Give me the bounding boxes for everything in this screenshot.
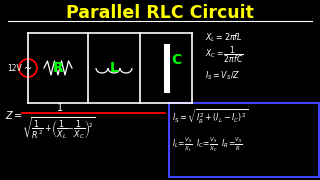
Text: $I_S = \sqrt{I_R^2+(I_L-I_C)^2}$: $I_S = \sqrt{I_R^2+(I_L-I_C)^2}$ [172,108,248,126]
Text: 1: 1 [57,103,63,113]
Text: $\sqrt{\dfrac{1}{R^2}+\!\left(\dfrac{1}{X_L}\!-\!\dfrac{1}{X_C}\right)^{\!2}}$: $\sqrt{\dfrac{1}{R^2}+\!\left(\dfrac{1}{… [22,115,95,141]
Text: $X_L = 2\pi fL$: $X_L = 2\pi fL$ [205,32,243,44]
Text: 12V: 12V [8,64,22,73]
Text: L: L [109,61,118,75]
Text: Parallel RLC Circuit: Parallel RLC Circuit [66,4,254,22]
Text: C: C [171,53,181,67]
Text: $I_S = V_S/Z$: $I_S = V_S/Z$ [205,70,241,82]
Text: $I_L\!=\!\frac{V_S}{X_L}$  $I_C\!=\!\frac{V_S}{X_C}$  $I_R\!=\!\frac{V_S}{R}$: $I_L\!=\!\frac{V_S}{X_L}$ $I_C\!=\!\frac… [172,136,243,154]
Text: ~: ~ [24,64,32,73]
Text: $Z =$: $Z =$ [5,109,23,121]
Text: R: R [52,61,63,75]
Text: $X_C = \dfrac{1}{2\pi fC}$: $X_C = \dfrac{1}{2\pi fC}$ [205,45,243,65]
